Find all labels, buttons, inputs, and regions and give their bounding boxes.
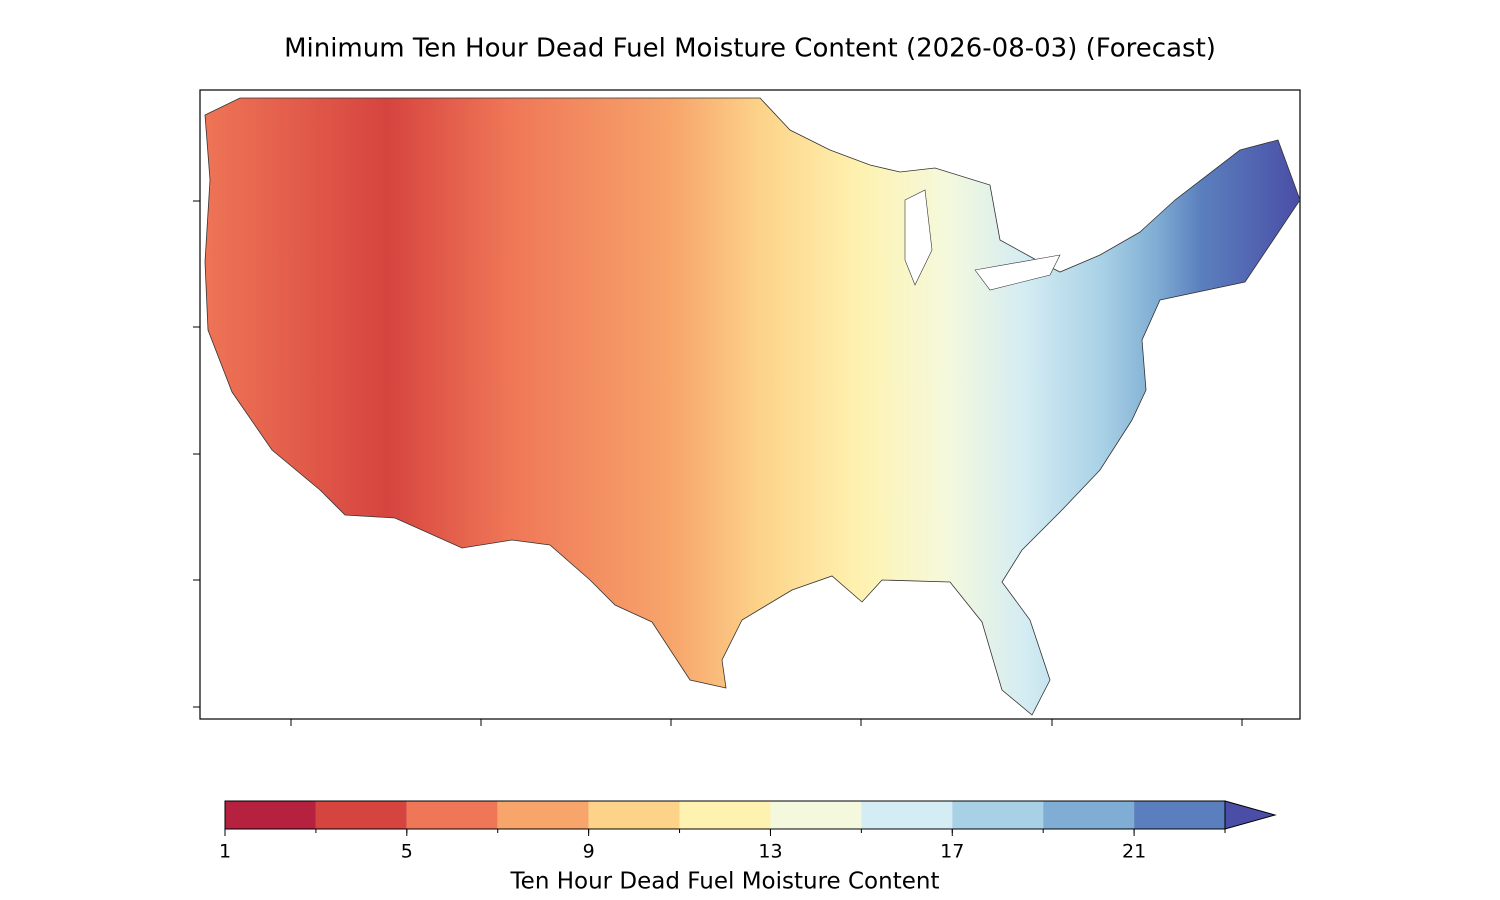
colorbar-extension — [1224, 800, 1277, 830]
us-map — [204, 97, 1301, 716]
colorbar-tick-label: 5 — [401, 841, 413, 863]
colorbar-segment — [588, 801, 680, 829]
colorbar-segment — [497, 801, 589, 829]
colorbar-tick-label: 21 — [1122, 841, 1146, 863]
colorbar-segment — [1043, 801, 1135, 829]
chart-title: Minimum Ten Hour Dead Fuel Moisture Cont… — [284, 34, 1216, 64]
colorbar-segment — [770, 801, 862, 829]
map-frame — [199, 89, 1301, 720]
colorbar-tick-label: 17 — [940, 841, 964, 863]
great-lakes — [904, 189, 1061, 291]
colorbar-segment — [315, 801, 407, 829]
colorbar-segment — [406, 801, 498, 829]
colorbar-segment — [952, 801, 1044, 829]
colorbar-tick-label: 13 — [758, 841, 782, 863]
colorbar-label: Ten Hour Dead Fuel Moisture Content — [510, 869, 940, 895]
colorbar-segment — [861, 801, 953, 829]
colorbar-segment — [225, 801, 316, 829]
colorbar-tick-label: 1 — [219, 841, 231, 863]
colorbar-segment — [679, 801, 771, 829]
colorbar: 1 5 9 13 17 21 — [219, 800, 1277, 863]
colorbar-outline — [224, 800, 1226, 830]
axis-ticks — [193, 200, 1243, 726]
colorbar-tick-label: 9 — [583, 841, 595, 863]
colorbar-segment — [1134, 801, 1225, 829]
